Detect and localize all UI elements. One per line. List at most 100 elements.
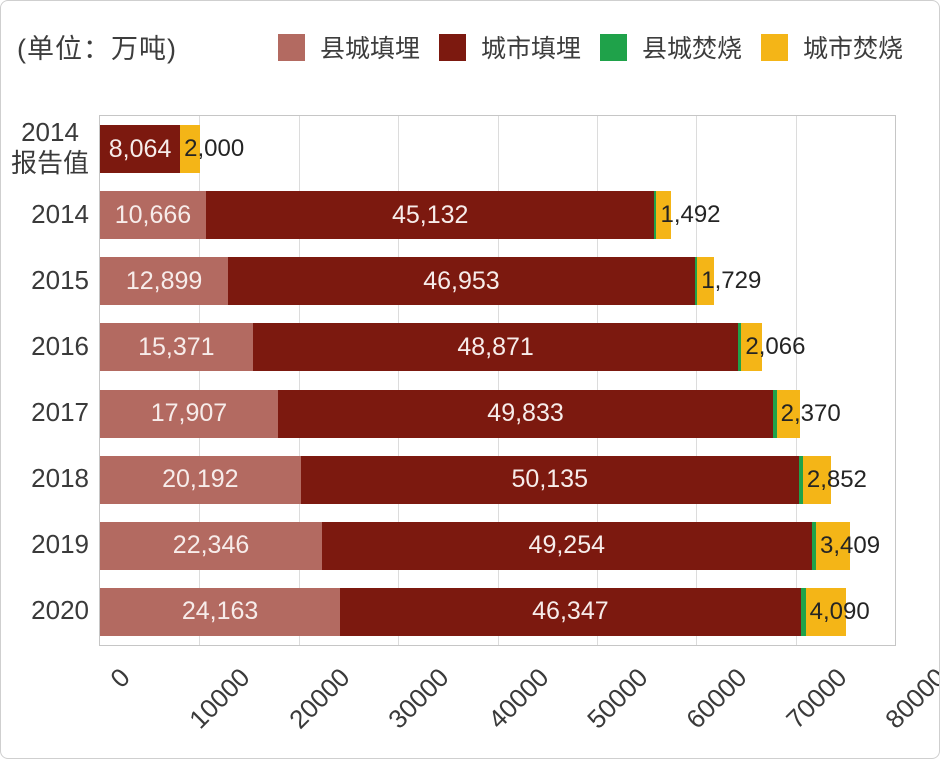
bar-segment-city-landfill: 45,132 [205,191,655,240]
bar-segment-city-burn [180,125,200,174]
x-axis-tick-text: 50000 [581,662,654,735]
bar-row: 22,346 49,254 3,409 [100,521,895,570]
bar-value-label: 17,907 [150,399,228,428]
bar-segment-city-burn [697,257,715,306]
bar-segment-city-landfill: 49,254 [322,521,812,570]
bar-value-label: 1,729 [701,267,762,295]
bar-row: 15,371 48,871 2,066 [100,323,895,372]
y-axis-label-text: 2015 [31,264,89,295]
gridline [497,116,499,645]
gridline [795,116,797,645]
bar-segment-county-landfill: 17,907 [100,389,278,438]
y-axis-label-text: 2017 [31,397,89,428]
bar-value-label: 2,000 [184,135,245,163]
bar-row: 20,192 50,135 2,852 [100,455,895,504]
bar-segment-city-burn [802,455,832,504]
bar-segment-county-landfill: 10,666 [100,191,206,240]
bar-value-label: 48,871 [457,332,534,361]
bar-value-label: 4,090 [809,597,870,625]
legend-swatch-icon [761,33,789,61]
y-axis-label-text: 2020 [31,595,89,626]
bar-value-label: 2,370 [780,399,841,427]
x-axis-tick-text: 60000 [680,662,753,735]
bar-segment-county-burn [811,521,816,570]
bar-segment-city-burn [741,323,762,372]
x-axis-tick-text: 30000 [382,662,455,735]
legend-label: 城市焚烧 [803,35,904,63]
gridline [696,116,698,645]
y-axis-label: 2014 报告值 [1,115,89,181]
bar-value-label: 49,833 [487,399,564,428]
bar-segment-city-burn [776,389,801,438]
bar-segment-city-burn [805,587,847,636]
bar-value-label: 45,132 [391,200,469,229]
bar-row: 24,163 46,347 4,090 [100,587,895,636]
bar-segment-county-burn [738,323,742,372]
bar-segment-city-landfill: 49,833 [277,389,774,438]
bar-value-label: 49,254 [528,531,606,560]
bar-segment-city-landfill: 50,135 [300,455,799,504]
legend-swatch-icon [600,33,628,61]
bar-segment-county-landfill: 20,192 [100,455,301,504]
bar-segment-city-landfill: 46,953 [228,257,695,306]
y-axis-label: 2019 [1,512,89,578]
bar-segment-city-landfill: 46,347 [340,587,801,636]
bar-segment-city-burn [815,521,850,570]
bar-value-label: 1,492 [660,201,721,229]
gridline [298,116,300,645]
legend-label: 县城填埋 [320,35,421,63]
bar-value-label: 8,064 [108,134,172,163]
legend-label: 县城焚烧 [642,35,743,63]
bar-value-label: 15,371 [138,332,215,361]
plot-area: 8,064 2,000 10,666 45,132 1,492 12,899 46,953 1… [99,115,896,646]
unit-label: (单位：万吨) [17,34,177,64]
bar-value-label: 2,066 [745,333,806,361]
x-axis-tick-text: 70000 [779,662,853,735]
x-axis-tick-text: 40000 [481,662,555,735]
bar-value-label: 10,666 [114,200,192,229]
bar-value-label: 46,953 [423,266,500,295]
bar-segment-county-landfill: 24,163 [100,587,341,636]
x-axis-tick-text: 10000 [183,662,256,735]
legend-item: 县城填埋 [278,29,420,65]
legend-item: 城市填埋 [439,29,581,65]
gridline [199,116,201,645]
legend-swatch-icon [439,33,467,61]
y-axis-label-text: 2016 [31,330,89,361]
y-axis-label: 2020 [1,578,89,644]
bar-segment-county-landfill: 12,899 [100,257,229,306]
y-axis-label-text: 2014 [31,198,89,229]
x-axis-tick-text: 0 [104,662,137,694]
bar-row: 10,666 45,132 1,492 [100,191,895,240]
y-axis-label: 2015 [1,247,89,313]
bar-segment-city-landfill: 8,064 [100,125,181,174]
bar-value-label: 20,192 [162,465,239,494]
bar-row: 12,899 46,953 1,729 [100,257,895,306]
y-axis-label-text: 2019 [31,529,89,560]
bar-value-label: 12,899 [125,266,203,295]
y-axis-label-text: 2014 报告值 [10,117,89,179]
bar-value-label: 50,135 [511,465,588,494]
bar-value-label: 3,409 [819,531,881,559]
y-axis-label: 2017 [1,380,89,446]
x-axis-tick-text: 20000 [283,662,356,735]
bar-segment-county-burn [694,257,698,306]
bar-segment-county-burn [773,389,777,438]
bar-value-label: 46,347 [532,597,609,626]
bar-row: 17,907 49,833 2,370 [100,389,895,438]
x-axis-tick-text: 80000 [879,662,940,735]
gridline [596,116,598,645]
bar-segment-county-landfill: 15,371 [100,323,253,372]
legend-swatch-icon [278,33,305,61]
bar-value-label: 22,346 [172,531,250,560]
bar-segment-county-burn [654,191,657,240]
bar-row: 8,064 2,000 [100,125,895,174]
gridline [398,116,400,645]
bar-segment-county-landfill: 22,346 [100,521,323,570]
bar-value-label: 24,163 [181,597,259,626]
y-axis-label: 2016 [1,313,89,379]
bar-value-label: 2,852 [806,465,867,493]
legend: 县城填埋 城市填埋 县城焚烧 城市焚烧 [278,29,903,65]
bar-segment-city-burn [656,191,672,240]
